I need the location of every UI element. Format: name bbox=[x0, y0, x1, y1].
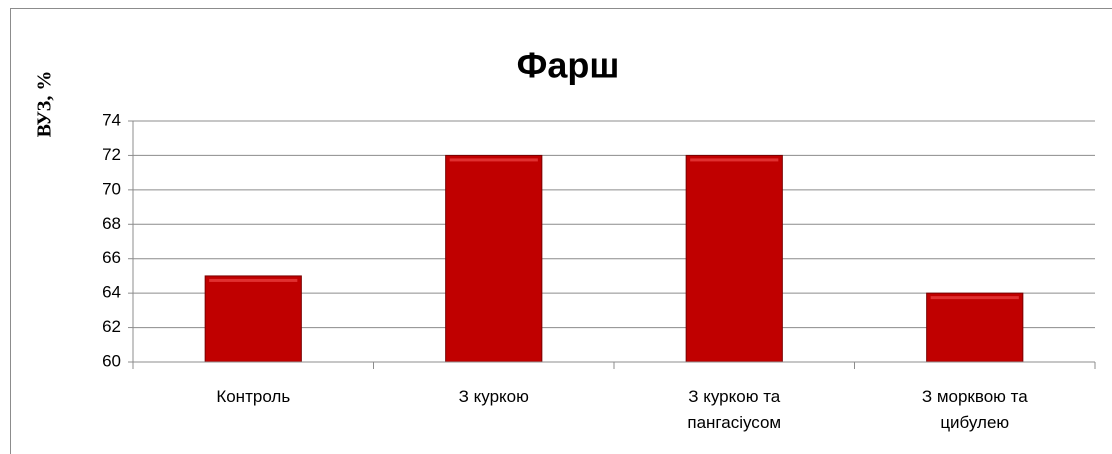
y-tick-label: 74 bbox=[102, 110, 121, 129]
chart-frame bbox=[10, 8, 1112, 454]
x-tick-label: З куркою bbox=[458, 387, 529, 406]
bar bbox=[445, 154, 543, 363]
y-tick-label: 62 bbox=[102, 317, 121, 336]
bar-highlight bbox=[209, 278, 298, 282]
x-tick-label: З морквою та цибулею bbox=[921, 387, 1028, 432]
bar-highlight bbox=[690, 158, 779, 162]
y-tick-label: 60 bbox=[102, 351, 121, 370]
bar bbox=[685, 154, 783, 363]
chart-title: Фарш bbox=[517, 45, 620, 86]
y-tick-label: 64 bbox=[102, 283, 121, 302]
y-axis-label: ВУЗ, % bbox=[34, 71, 56, 138]
y-tick-label: 72 bbox=[102, 145, 121, 164]
y-tick-label: 66 bbox=[102, 248, 121, 267]
y-tick-label: 68 bbox=[102, 214, 121, 233]
bar-highlight bbox=[930, 296, 1019, 300]
y-tick-label: 70 bbox=[102, 179, 121, 198]
x-tick-label: Контроль bbox=[216, 387, 291, 406]
x-tick-label: З куркою та пангасіусом bbox=[687, 387, 782, 432]
bar-highlight bbox=[449, 158, 538, 162]
bar bbox=[926, 292, 1024, 363]
bar bbox=[204, 275, 302, 363]
